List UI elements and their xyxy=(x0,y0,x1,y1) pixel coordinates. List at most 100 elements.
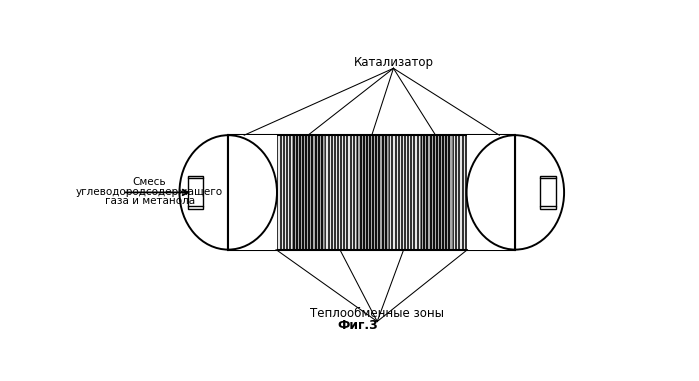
Point xyxy=(447,195,459,201)
Point xyxy=(323,171,334,177)
Point xyxy=(275,173,286,179)
Point xyxy=(460,136,471,142)
Point xyxy=(364,160,375,166)
Point xyxy=(333,140,344,146)
Point xyxy=(231,191,242,197)
Point xyxy=(307,138,318,144)
Point xyxy=(358,216,369,223)
Point xyxy=(498,153,510,159)
Point xyxy=(368,171,379,177)
Point xyxy=(240,211,251,217)
Point xyxy=(370,140,382,146)
Point xyxy=(489,193,500,199)
Point xyxy=(256,178,267,184)
Point xyxy=(358,226,369,232)
Point xyxy=(412,239,423,245)
Point xyxy=(416,235,427,241)
Point xyxy=(358,135,369,141)
Point xyxy=(233,151,245,157)
Point xyxy=(291,220,303,226)
Point xyxy=(399,153,410,159)
Point xyxy=(492,187,503,194)
Point xyxy=(224,155,236,161)
Point xyxy=(460,171,471,177)
Point xyxy=(507,222,519,228)
Point xyxy=(240,157,251,163)
Point xyxy=(480,222,491,228)
Point xyxy=(233,147,245,154)
Point xyxy=(243,208,254,214)
Point xyxy=(482,160,493,166)
Point xyxy=(495,246,506,252)
Point xyxy=(262,235,273,241)
Point xyxy=(355,158,366,165)
Point xyxy=(278,204,289,210)
Point xyxy=(387,222,398,228)
Point xyxy=(498,240,510,246)
Point xyxy=(492,151,503,157)
Point xyxy=(370,208,382,214)
Point xyxy=(444,162,455,168)
Point xyxy=(498,197,510,203)
Point xyxy=(348,216,359,223)
Point xyxy=(438,146,449,152)
Point xyxy=(288,164,299,170)
Point xyxy=(345,180,356,186)
Point xyxy=(281,211,292,217)
Point xyxy=(320,216,331,223)
Point xyxy=(275,178,286,184)
Point xyxy=(412,218,423,224)
Point xyxy=(259,149,271,155)
Point xyxy=(480,200,491,206)
Point xyxy=(486,140,497,146)
Point xyxy=(370,147,382,154)
Point xyxy=(326,211,338,217)
Point xyxy=(409,133,420,139)
Point xyxy=(454,229,465,235)
Point xyxy=(377,142,388,148)
Point xyxy=(313,167,324,173)
Point xyxy=(441,147,452,154)
Point xyxy=(304,187,315,194)
Point xyxy=(480,167,491,173)
Point xyxy=(272,157,283,163)
Point xyxy=(352,135,363,141)
Point xyxy=(399,162,410,168)
Point xyxy=(390,182,401,188)
Point xyxy=(476,239,487,245)
Point xyxy=(288,138,299,144)
Point xyxy=(422,176,433,182)
Point xyxy=(231,227,242,234)
Point xyxy=(298,206,309,212)
Point xyxy=(409,200,420,206)
Point xyxy=(301,200,312,206)
Point xyxy=(438,186,449,192)
Point xyxy=(370,224,382,230)
Point xyxy=(457,138,468,144)
Point xyxy=(444,227,455,234)
Point xyxy=(507,186,519,192)
Point xyxy=(243,240,254,246)
Point xyxy=(329,151,340,157)
Point xyxy=(403,180,414,186)
Point xyxy=(473,182,484,188)
Point xyxy=(460,206,471,212)
Point xyxy=(256,235,267,241)
Point xyxy=(352,166,363,172)
Point xyxy=(405,157,417,163)
Point xyxy=(342,233,353,239)
Point xyxy=(396,193,408,199)
Point xyxy=(284,220,296,226)
Point xyxy=(425,182,436,188)
Point xyxy=(486,216,497,223)
Point xyxy=(310,242,321,248)
Point xyxy=(240,226,251,232)
Point xyxy=(457,229,468,235)
Point xyxy=(262,216,273,223)
Point xyxy=(507,231,519,237)
Point xyxy=(460,231,471,237)
Point xyxy=(336,235,347,241)
Point xyxy=(227,151,238,157)
Point xyxy=(316,213,327,219)
Point xyxy=(281,220,292,226)
